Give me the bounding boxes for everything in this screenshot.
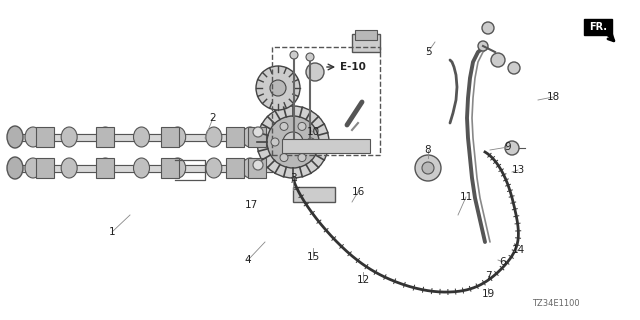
Bar — [248, 158, 266, 178]
Ellipse shape — [242, 158, 258, 178]
Ellipse shape — [7, 126, 23, 148]
Circle shape — [280, 154, 288, 162]
Text: 18: 18 — [547, 92, 559, 102]
Ellipse shape — [206, 158, 222, 178]
Bar — [272, 47, 380, 155]
Bar — [161, 158, 179, 178]
Text: 19: 19 — [481, 289, 495, 299]
Circle shape — [280, 123, 288, 131]
Bar — [584, 19, 612, 35]
Text: 4: 4 — [244, 255, 252, 265]
Circle shape — [508, 62, 520, 74]
Ellipse shape — [134, 127, 150, 147]
Circle shape — [256, 66, 300, 110]
Circle shape — [283, 132, 303, 152]
Text: 5: 5 — [425, 47, 431, 57]
Bar — [282, 139, 370, 153]
Circle shape — [253, 160, 263, 170]
Text: 11: 11 — [460, 192, 472, 202]
Bar — [248, 127, 266, 147]
Text: 17: 17 — [244, 200, 258, 210]
Circle shape — [491, 53, 505, 67]
Bar — [36, 127, 54, 147]
Ellipse shape — [7, 157, 23, 179]
Text: 6: 6 — [500, 257, 506, 267]
Circle shape — [298, 123, 306, 131]
Ellipse shape — [61, 158, 77, 178]
Circle shape — [270, 80, 286, 96]
Circle shape — [422, 162, 434, 174]
Ellipse shape — [170, 127, 186, 147]
Ellipse shape — [25, 158, 41, 178]
Circle shape — [290, 51, 298, 59]
Circle shape — [267, 116, 319, 168]
Text: 1: 1 — [109, 227, 115, 237]
Text: 8: 8 — [425, 145, 431, 155]
Text: 3: 3 — [290, 173, 296, 183]
Text: TZ34E1100: TZ34E1100 — [532, 299, 580, 308]
Circle shape — [307, 138, 315, 146]
Ellipse shape — [61, 127, 77, 147]
Ellipse shape — [206, 127, 222, 147]
Text: 15: 15 — [307, 252, 319, 262]
Ellipse shape — [25, 127, 41, 147]
Text: E-10: E-10 — [340, 62, 366, 72]
Ellipse shape — [134, 158, 150, 178]
Circle shape — [306, 63, 324, 81]
Ellipse shape — [170, 158, 186, 178]
Bar — [96, 158, 114, 178]
Bar — [161, 127, 179, 147]
Text: 12: 12 — [356, 275, 370, 285]
Circle shape — [306, 53, 314, 61]
Circle shape — [271, 138, 279, 146]
Bar — [226, 158, 244, 178]
Text: 9: 9 — [505, 142, 511, 152]
Ellipse shape — [242, 127, 258, 147]
Bar — [36, 158, 54, 178]
Circle shape — [415, 155, 441, 181]
Bar — [226, 127, 244, 147]
Text: 13: 13 — [511, 165, 525, 175]
Circle shape — [478, 41, 488, 51]
Text: 7: 7 — [484, 271, 492, 281]
Ellipse shape — [97, 158, 113, 178]
Text: 14: 14 — [511, 245, 525, 255]
Circle shape — [257, 106, 329, 178]
Bar — [293, 187, 335, 202]
Circle shape — [298, 154, 306, 162]
Ellipse shape — [97, 127, 113, 147]
Text: FR.: FR. — [589, 22, 607, 32]
Bar — [96, 127, 114, 147]
Bar — [355, 30, 377, 40]
Circle shape — [253, 127, 263, 137]
Text: 16: 16 — [351, 187, 365, 197]
Text: 10: 10 — [307, 127, 319, 137]
Circle shape — [482, 22, 494, 34]
Bar — [352, 34, 380, 52]
Text: 2: 2 — [210, 113, 216, 123]
Circle shape — [505, 141, 519, 155]
